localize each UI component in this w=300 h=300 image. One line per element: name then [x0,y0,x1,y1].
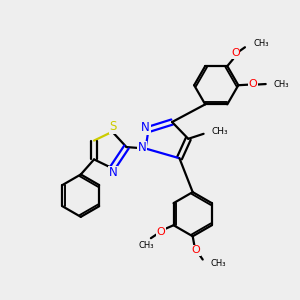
Text: O: O [156,227,165,237]
Text: CH₃: CH₃ [211,127,228,136]
Text: S: S [109,120,117,133]
Text: CH₃: CH₃ [139,241,154,250]
Text: O: O [249,79,257,89]
Text: N: N [138,141,146,154]
Text: N: N [141,122,150,134]
Text: N: N [109,167,117,179]
Text: O: O [192,245,201,255]
Text: CH₃: CH₃ [274,80,290,88]
Text: CH₃: CH₃ [210,259,226,268]
Text: CH₃: CH₃ [253,39,269,48]
Text: O: O [231,48,240,58]
